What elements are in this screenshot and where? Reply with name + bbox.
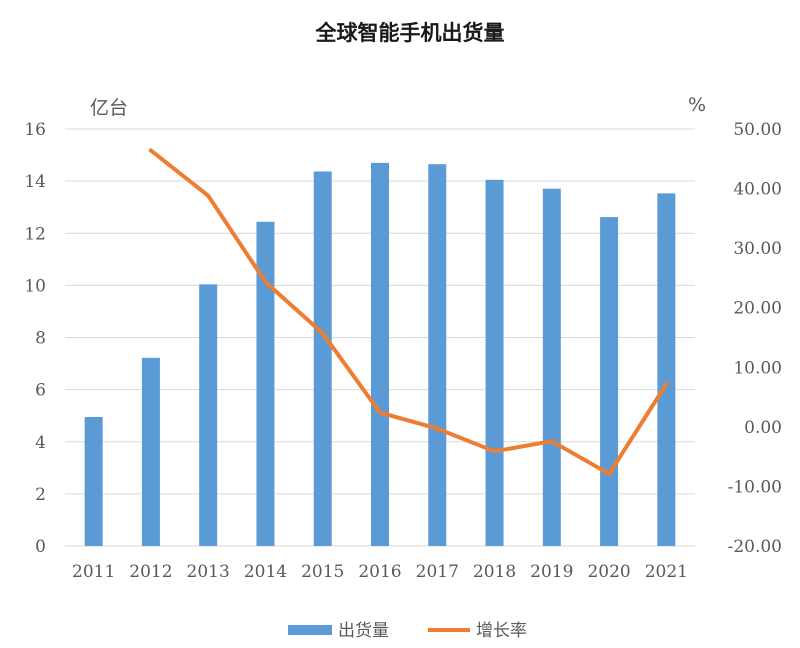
- x-tick-label: 2016: [358, 562, 401, 582]
- line-point: [263, 280, 268, 285]
- x-axis-ticks: 2011 2012 2013 2014 2015 2016 2017 2018 2019 2020…: [72, 562, 688, 582]
- bar: [542, 188, 561, 547]
- line-point: [607, 471, 612, 476]
- bar: [141, 357, 160, 546]
- left-tick-label: 4: [35, 433, 46, 453]
- left-axis-ticks: 0 2 4 6 8 10 12 14 16: [24, 120, 46, 557]
- bar: [256, 221, 275, 546]
- x-tick-label: 2018: [473, 562, 516, 582]
- bar: [428, 164, 447, 546]
- x-tick-label: 2012: [129, 562, 172, 582]
- bar: [600, 217, 619, 546]
- line-point: [378, 410, 382, 415]
- x-tick-label: 2021: [645, 562, 688, 582]
- line-point: [492, 449, 497, 454]
- x-tick-label: 2011: [72, 562, 115, 582]
- left-tick-label: 16: [24, 120, 46, 140]
- left-tick-label: 12: [24, 224, 46, 244]
- right-tick-label: -20.00: [728, 537, 782, 557]
- line-point: [435, 426, 440, 431]
- bar: [657, 193, 676, 546]
- right-tick-label: 50.00: [733, 120, 782, 140]
- x-tick-label: 2019: [530, 562, 573, 582]
- right-tick-label: 10.00: [733, 358, 782, 378]
- line-point: [664, 381, 669, 386]
- x-tick-label: 2015: [301, 562, 344, 582]
- bar-series: [84, 162, 676, 547]
- right-tick-label: 30.00: [733, 239, 782, 259]
- x-tick-label: 2014: [244, 562, 287, 582]
- left-tick-label: 6: [35, 381, 46, 401]
- legend-swatch-shipments: [288, 625, 332, 635]
- bar: [371, 162, 389, 546]
- left-tick-label: 8: [35, 329, 46, 349]
- line-series: [148, 148, 669, 476]
- line-point: [320, 331, 325, 336]
- right-tick-label: 40.00: [733, 180, 782, 200]
- left-tick-label: 14: [24, 172, 46, 192]
- x-tick-label: 2017: [416, 562, 459, 582]
- right-tick-label: 20.00: [733, 299, 782, 319]
- line-point: [206, 193, 211, 198]
- x-tick-label: 2013: [187, 562, 230, 582]
- growth-rate-line: [148, 148, 669, 476]
- left-axis-unit: 亿台: [90, 97, 128, 119]
- right-axis-unit: %: [688, 94, 706, 116]
- bar: [199, 284, 218, 546]
- line-point: [148, 148, 153, 153]
- legend-label-growth: 增长率: [476, 621, 527, 641]
- bar: [84, 416, 103, 546]
- bar: [485, 179, 504, 546]
- legend-label-shipments: 出货量: [338, 621, 389, 641]
- bar: [313, 171, 332, 546]
- right-axis-ticks: -20.00 -10.00 0.00 10.00 20.00 30.00 40.00 50.0…: [728, 120, 782, 557]
- x-tick-label: 2020: [587, 562, 630, 582]
- right-tick-label: -10.00: [728, 477, 782, 497]
- left-tick-label: 2: [35, 485, 46, 505]
- left-tick-label: 10: [24, 276, 46, 296]
- line-point: [549, 439, 554, 444]
- chart-title: 全球智能手机出货量: [315, 21, 505, 45]
- legend: 出货量 增长率: [288, 621, 527, 641]
- left-tick-label: 0: [35, 537, 46, 557]
- right-tick-label: 0.00: [744, 418, 782, 438]
